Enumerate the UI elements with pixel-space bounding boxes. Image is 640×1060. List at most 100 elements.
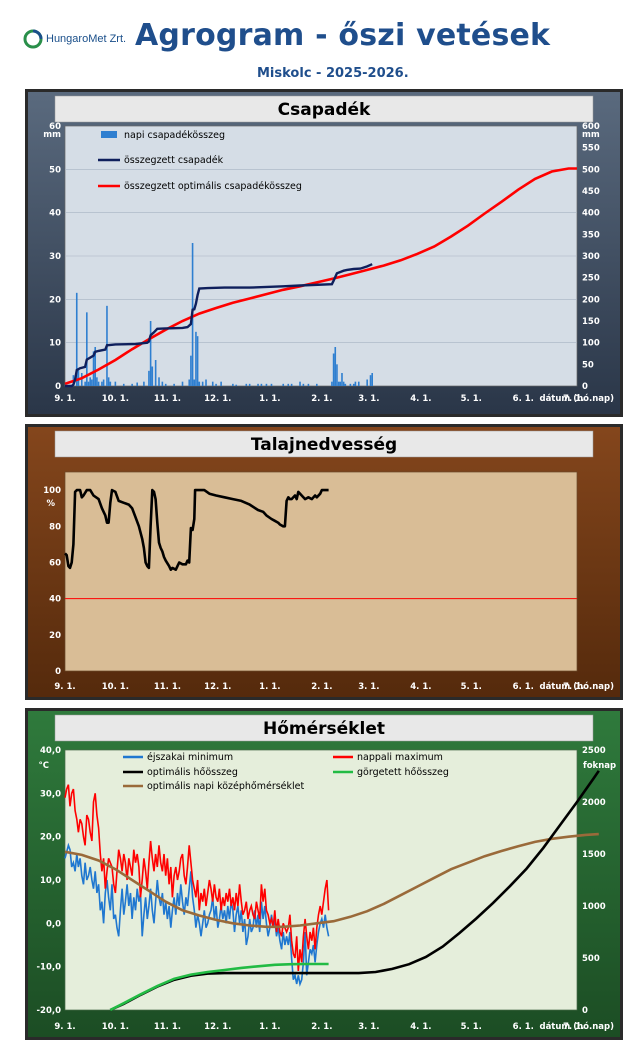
legend-label: összegzett optimális csapadékösszeg (124, 181, 302, 192)
precipitation-bar (84, 381, 86, 386)
precipitation-bar (307, 383, 310, 386)
y-tick-label-left: 40 (49, 209, 61, 219)
precipitation-bar (136, 382, 138, 386)
precipitation-bar (349, 383, 352, 386)
y-tick-label-left: 60 (49, 122, 61, 132)
legend-label: napi csapadékösszeg (124, 130, 225, 141)
precipitation-bar (173, 383, 175, 386)
precipitation-panel: Csapadék 0 10 20 30 40 50 60 0 50 100 150 200 250 300 3… (25, 89, 623, 417)
precipitation-bar (151, 366, 154, 386)
x-tick-label: 3. 1. (358, 394, 379, 404)
x-tick-label: 4. 1. (410, 682, 431, 692)
precipitation-bar (149, 321, 152, 386)
logo-icon (23, 29, 43, 49)
y-tick-label-right: 150 (582, 317, 600, 327)
x-tick-label: 4. 1. (410, 394, 431, 404)
precipitation-bar (87, 381, 90, 386)
y-tick-label-left: -10,0 (37, 963, 62, 973)
x-tick-label: 1. 1. (259, 1022, 280, 1032)
y-tick-label-right: 0 (582, 382, 588, 392)
cumulative-precipitation-line (65, 263, 373, 388)
y-tick-label: 80 (49, 522, 61, 532)
x-tick-label: 4. 1. (410, 1022, 431, 1032)
soil-moisture-line (64, 488, 329, 571)
y-tick-label-right: 1500 (582, 850, 606, 860)
precipitation-bar (205, 379, 207, 386)
x-tick-label: 10. 1. (102, 1022, 129, 1032)
precipitation-bar (270, 383, 273, 386)
precipitation-bar (331, 381, 333, 386)
precipitation-bar (154, 360, 157, 386)
x-tick-label: 3. 1. (358, 682, 379, 692)
x-tick-label: 10. 1. (102, 394, 129, 404)
precipitation-bar (107, 377, 110, 386)
page-title: Agrogram - őszi vetések (135, 18, 551, 53)
precipitation-bar (302, 383, 305, 386)
precipitation-bar (89, 377, 91, 386)
precipitation-bar (101, 381, 103, 386)
precipitation-bar (75, 292, 78, 386)
plot-area (64, 471, 578, 672)
chart-title-box (54, 430, 594, 458)
precipitation-bar (143, 381, 145, 386)
optimal-daily-mean-line (64, 832, 599, 929)
precipitation-bar (366, 379, 368, 386)
x-tick-label: 5. 1. (461, 394, 482, 404)
precipitation-bar (245, 383, 248, 386)
legend-label: optimális napi középhőmérséklet (147, 781, 305, 792)
x-tick-label: 3. 1. (358, 1022, 379, 1032)
precipitation-bar (198, 381, 201, 386)
chart-title: Hőmérséklet (263, 719, 385, 739)
precipitation-bar (332, 353, 335, 386)
precipitation-bar (232, 383, 234, 386)
legend-label: optimális hőösszeg (147, 767, 238, 778)
y-tick-label-right: 2000 (582, 798, 606, 808)
soil-moisture-chart: Talajnedvesség 0 20 40 60 80 100% 9. 1. 10. 1. 11… (43, 430, 614, 692)
y-tick-label-right: 100 (582, 339, 600, 349)
plot-area (64, 749, 578, 1011)
y-tick-label-right: 1000 (582, 902, 606, 912)
precipitation-bar (336, 364, 338, 386)
x-tick-label: 12. 1. (204, 394, 231, 404)
precipitation-bar (94, 347, 97, 386)
precipitation-bar (211, 381, 214, 386)
precipitation-bar (161, 381, 164, 386)
x-tick-label: 1. 1. (259, 394, 280, 404)
legend-label: görgetett hőösszeg (357, 767, 449, 778)
x-tick-label: 2. 1. (311, 682, 332, 692)
x-tick-label: 2. 1. (311, 394, 332, 404)
precipitation-bar (196, 336, 199, 386)
y-tick-label-right: 400 (582, 209, 600, 219)
precipitation-bar (287, 383, 290, 386)
precipitation-bar (290, 383, 293, 386)
legend-swatch-bars (101, 131, 117, 138)
rolling-heat-sum-line (109, 962, 329, 1012)
x-tick-label: 12. 1. (204, 1022, 231, 1032)
x-tick-label: 7. 1. (563, 682, 584, 692)
temperature-chart: Hőmérséklet -20,0 -10,0 0,0 10,0 20,0 30,0 40,0… (37, 714, 616, 1032)
soil-moisture-panel: Talajnedvesség 0 20 40 60 80 100% 9. 1. 10. 1. 11… (25, 424, 623, 700)
precipitation-bar (77, 368, 80, 386)
logo: HungaroMet Zrt. (22, 28, 126, 50)
y-tick-label-right: 550 (582, 144, 600, 154)
y-tick-label-right: 500 (582, 954, 600, 964)
logo-text: HungaroMet Zrt. (46, 33, 127, 45)
y-tick-label-left: 30,0 (40, 789, 61, 799)
precipitation-bar (282, 383, 285, 386)
chart-title-box (54, 714, 594, 742)
precipitation-bar (201, 381, 204, 386)
x-tick-label: 9. 1. (54, 394, 75, 404)
y-tick-label-right: 200 (582, 295, 600, 305)
y-tick-label-left: -20,0 (37, 1006, 62, 1016)
precipitation-bar (342, 381, 345, 386)
x-axis-label: dátum (hó.nap) (539, 1021, 614, 1032)
precipitation-bar (352, 383, 355, 386)
precipitation-bar (248, 383, 251, 386)
y-tick-label: 0 (55, 667, 61, 677)
y-tick-label-left: 0,0 (46, 919, 61, 929)
y-axis-label-right: mm (582, 130, 600, 140)
y-tick-label-left: 30 (49, 252, 61, 262)
y-tick-label-left: 10 (49, 339, 61, 349)
precipitation-bar (188, 379, 191, 386)
y-tick-label: 20 (49, 631, 61, 641)
